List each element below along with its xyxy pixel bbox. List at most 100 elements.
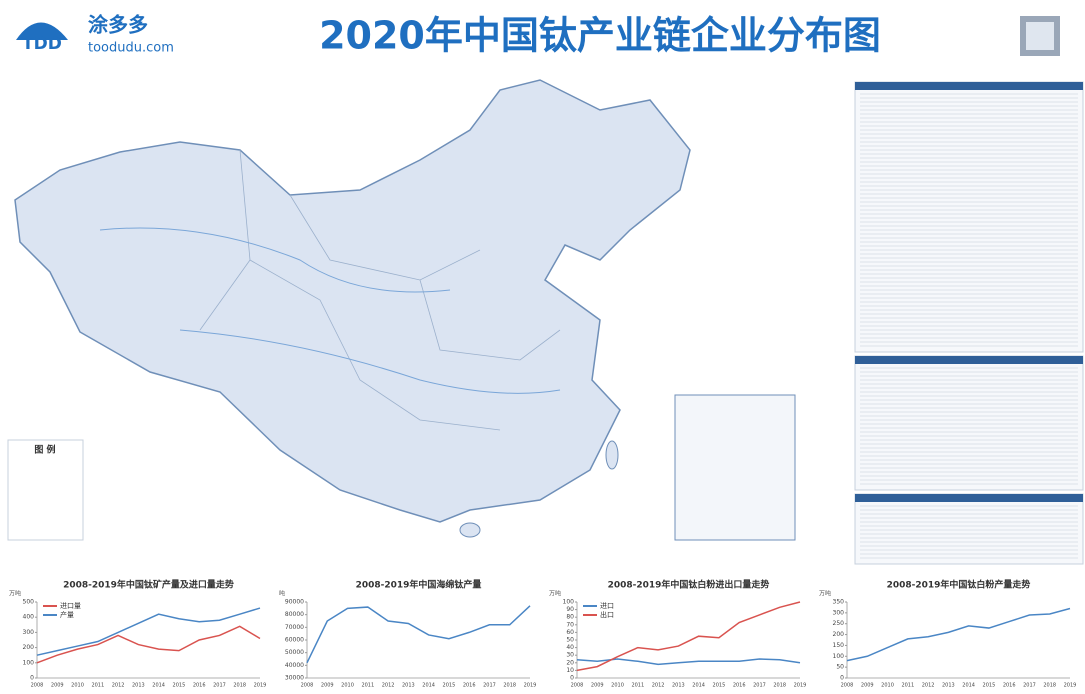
y-tick-label: 40 [566, 644, 574, 651]
poster: TDD 涂多多 toodudu.com 2020年中国钛产业链企业分布图 图 例… [0, 0, 1085, 690]
brand: 涂多多 [88, 13, 148, 37]
legend-label: 出口 [600, 610, 614, 619]
logo-text: TDD [22, 34, 62, 54]
y-tick-label: 70000 [285, 624, 304, 631]
x-tick-label: 2016 [733, 683, 746, 689]
chart-title: 2008-2019年中国钛矿产量及进口量走势 [63, 579, 234, 591]
x-tick-label: 2010 [71, 683, 84, 689]
y-tick-label: 50 [836, 664, 844, 671]
y-tick-label: 30000 [285, 675, 304, 682]
y-tick-label: 60000 [285, 637, 304, 644]
x-tick-label: 2009 [861, 683, 874, 689]
x-tick-label: 2015 [443, 683, 456, 689]
y-tick-label: 10 [566, 667, 574, 674]
x-tick-label: 2012 [652, 683, 665, 689]
x-tick-label: 2018 [1043, 683, 1056, 689]
y-tick-label: 0 [30, 675, 34, 682]
x-tick-label: 2017 [753, 683, 766, 689]
y-axis-label: 吨 [279, 590, 285, 598]
x-tick-label: 2008 [301, 683, 314, 689]
x-tick-label: 2017 [483, 683, 496, 689]
y-tick-label: 150 [833, 642, 845, 649]
y-tick-label: 300 [833, 609, 845, 616]
table-1-header [855, 82, 1083, 90]
y-tick-label: 200 [23, 644, 35, 651]
x-tick-label: 2019 [524, 683, 537, 689]
y-tick-label: 100 [563, 599, 575, 606]
table-1 [855, 82, 1083, 352]
x-tick-label: 2014 [422, 683, 435, 689]
table-2-header [855, 356, 1083, 364]
taiwan [606, 441, 618, 469]
title: 2020年中国钛产业链企业分布图 [319, 14, 881, 58]
y-tick-label: 80000 [285, 611, 304, 618]
y-tick-label: 90000 [285, 599, 304, 606]
hainan [460, 523, 480, 537]
x-tick-label: 2012 [922, 683, 935, 689]
x-tick-label: 2010 [611, 683, 624, 689]
x-tick-label: 2016 [1003, 683, 1016, 689]
x-tick-label: 2009 [321, 683, 334, 689]
y-tick-label: 20 [566, 659, 574, 666]
x-tick-label: 2015 [713, 683, 726, 689]
x-tick-label: 2011 [901, 683, 914, 689]
y-tick-label: 30 [566, 652, 574, 659]
y-tick-label: 250 [833, 620, 845, 627]
x-tick-label: 2017 [213, 683, 226, 689]
y-tick-label: 0 [570, 675, 574, 682]
y-axis-label: 万吨 [819, 590, 831, 598]
x-tick-label: 2011 [91, 683, 104, 689]
x-tick-label: 2015 [173, 683, 186, 689]
x-tick-label: 2010 [881, 683, 894, 689]
y-axis-label: 万吨 [9, 590, 21, 598]
y-axis-label: 万吨 [549, 590, 561, 598]
x-tick-label: 2013 [132, 683, 145, 689]
x-tick-label: 2008 [571, 683, 584, 689]
chart-title: 2008-2019年中国海绵钛产量 [356, 579, 482, 591]
y-tick-label: 0 [840, 675, 844, 682]
x-tick-label: 2008 [31, 683, 44, 689]
x-tick-label: 2016 [193, 683, 206, 689]
x-tick-label: 2013 [942, 683, 955, 689]
y-tick-label: 100 [833, 653, 845, 660]
x-tick-label: 2013 [402, 683, 415, 689]
site: toodudu.com [88, 41, 174, 56]
map-legend-title: 图 例 [34, 444, 55, 456]
y-tick-label: 500 [23, 599, 35, 606]
x-tick-label: 2008 [841, 683, 854, 689]
south-sea-inset [675, 395, 795, 540]
table-3-header [855, 494, 1083, 502]
qr-code-inner [1026, 22, 1054, 50]
y-tick-label: 60 [566, 629, 574, 636]
y-tick-label: 400 [23, 614, 35, 621]
x-tick-label: 2014 [152, 683, 165, 689]
y-tick-label: 80 [566, 614, 574, 621]
y-tick-label: 70 [566, 621, 574, 628]
legend-label: 进口量 [60, 602, 81, 610]
legend-label: 产量 [60, 610, 74, 619]
x-tick-label: 2017 [1023, 683, 1036, 689]
x-tick-label: 2012 [382, 683, 395, 689]
x-tick-label: 2018 [503, 683, 516, 689]
x-tick-label: 2009 [591, 683, 604, 689]
x-tick-label: 2015 [983, 683, 996, 689]
x-tick-label: 2018 [773, 683, 786, 689]
x-tick-label: 2016 [463, 683, 476, 689]
legend-label: 进口 [600, 602, 614, 610]
y-tick-label: 200 [833, 631, 845, 638]
x-tick-label: 2018 [233, 683, 246, 689]
y-tick-label: 40000 [285, 662, 304, 669]
x-tick-label: 2010 [341, 683, 354, 689]
y-tick-label: 50 [566, 637, 574, 644]
y-tick-label: 90 [566, 606, 574, 613]
x-tick-label: 2012 [112, 683, 125, 689]
chart-title: 2008-2019年中国钛白粉进出口量走势 [608, 579, 770, 591]
y-tick-label: 300 [23, 629, 35, 636]
table-3 [855, 494, 1083, 564]
x-tick-label: 2011 [361, 683, 374, 689]
x-tick-label: 2013 [672, 683, 685, 689]
y-tick-label: 100 [23, 659, 35, 666]
x-tick-label: 2019 [794, 683, 807, 689]
y-tick-label: 50000 [285, 649, 304, 656]
x-tick-label: 2019 [254, 683, 267, 689]
